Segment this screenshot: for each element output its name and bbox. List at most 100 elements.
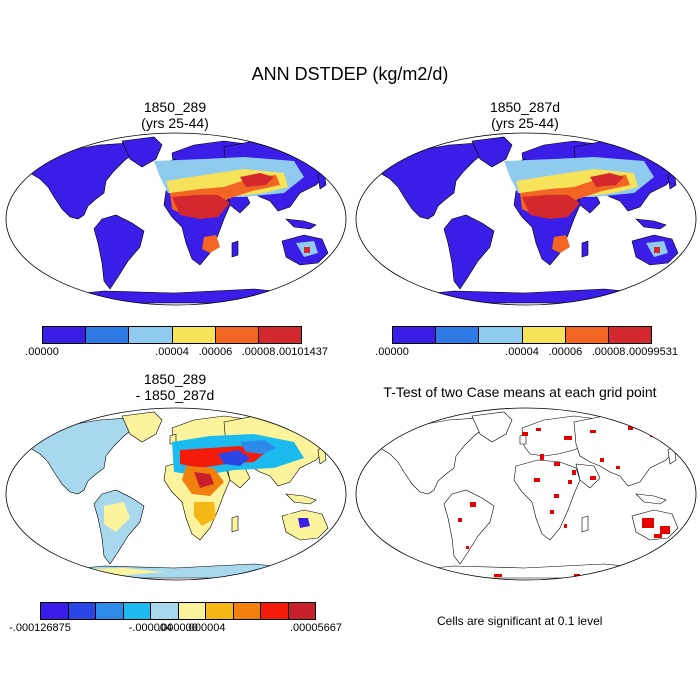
colorbar-swatch [129, 327, 173, 343]
land-greenland [471, 411, 513, 443]
colorbar-swatch [258, 327, 302, 343]
significance-note: Cells are significant at 0.1 level [437, 614, 603, 628]
colorbar-panel3-labels: -.000126875 -.000004.000000.000004 .000056… [9, 622, 342, 636]
colorbar-swatch [178, 603, 206, 619]
colorbar-swatch [393, 327, 437, 343]
significant-cell [534, 478, 540, 482]
panel1-title-line1: 1850_289 [143, 99, 207, 115]
colorbar-swatch [41, 603, 69, 619]
colorbar-panel2 [392, 326, 652, 344]
map-panel-1850-287d [355, 132, 697, 306]
land-samerica [443, 214, 495, 290]
panel3-title-line1: 1850_289 [143, 371, 207, 387]
colorbar-tick-label: .00006 [548, 346, 583, 358]
significant-cell [628, 426, 633, 430]
field-patch [298, 518, 310, 528]
field-patch [194, 472, 214, 488]
colorbar-swatch [436, 327, 480, 343]
significant-cell [568, 480, 572, 484]
significant-cell [466, 546, 469, 549]
panel1-title-line2: (yrs 25-44) [141, 115, 209, 131]
map-outline [355, 132, 697, 306]
colorbar-tick-label: .00101437 [276, 346, 328, 358]
panel3-title-line2: - 1850_287d [135, 387, 215, 403]
field-red-australia [304, 247, 310, 253]
field-red-asia [240, 173, 274, 187]
colorbar-tick-label: .00008 [591, 346, 626, 358]
colorbar-swatch [206, 603, 234, 619]
colorbar-swatch [565, 327, 609, 343]
significant-cell [680, 436, 684, 440]
field-orange-south-africa [202, 235, 220, 253]
colorbar-swatch [86, 327, 130, 343]
land-indonesia [285, 218, 317, 230]
colorbar-swatch [522, 327, 566, 343]
map-outline [355, 407, 697, 581]
colorbar-tick-label: .00008 [241, 346, 276, 358]
field-red-australia [654, 247, 660, 253]
significant-cell [522, 432, 528, 436]
colorbar-tick-label: .00000 [25, 346, 59, 358]
significant-cell [654, 534, 662, 538]
colorbar-panel2-labels: .00000 .00004 .00006 .00008.00099531 [375, 346, 678, 360]
significant-cell [600, 458, 604, 462]
colorbar-swatch [261, 603, 289, 619]
significant-cell [616, 466, 620, 469]
map-outline [5, 132, 347, 306]
colorbar-panel3 [40, 602, 316, 620]
significant-cell [574, 574, 580, 577]
colorbar-swatch [608, 327, 652, 343]
colorbar-tick-label: -.000004 [128, 622, 173, 634]
land-nz [685, 262, 695, 278]
colorbar-swatch [96, 603, 124, 619]
land-samerica [93, 214, 145, 290]
significant-cell [540, 454, 544, 460]
land-greenland [471, 136, 513, 168]
land-madagascar [231, 240, 239, 258]
significant-cell [564, 436, 572, 440]
colorbar-swatch [123, 603, 151, 619]
map-outline [5, 407, 347, 581]
land-indonesia [635, 493, 667, 505]
land-indonesia [635, 218, 667, 230]
panel2-title-line2: (yrs 25-44) [491, 115, 559, 131]
colorbar-swatch [215, 327, 259, 343]
significant-cell [564, 524, 567, 528]
colorbar-panel1-labels: .00000 .00004 .00006 .00008.00101437 [25, 346, 328, 360]
significant-cell [640, 576, 650, 579]
land-madagascar [581, 240, 589, 258]
significant-cell [572, 470, 576, 475]
page-title: ANN DSTDEP (kg/m2/d) [251, 64, 449, 84]
land-nz [685, 537, 695, 553]
colorbar-swatch [479, 327, 523, 343]
field-orange-south-africa [552, 235, 570, 253]
panel2-title-line1: 1850_287d [489, 99, 561, 115]
colorbar-swatch [288, 603, 315, 619]
colorbar-tick-label: .000004 [185, 622, 226, 634]
significant-cell [550, 510, 554, 514]
colorbar-tick-label: .00004 [505, 346, 539, 358]
colorbar-panel1 [42, 326, 302, 344]
colorbar-tick-label: -.000126875 [9, 622, 71, 634]
map-panel-1850-289 [5, 132, 347, 306]
land-madagascar [581, 515, 589, 533]
significant-cell [554, 462, 560, 466]
colorbar-swatch [43, 327, 87, 343]
map-panel-ttest [355, 407, 697, 581]
panel4-title-line1: T-Test of two Case means at each grid po… [383, 384, 657, 400]
field-patch [194, 502, 216, 526]
colorbar-tick-label: .000000 [158, 622, 198, 634]
colorbar-swatch [151, 603, 179, 619]
field-patch [44, 440, 94, 468]
panel2-title: 1850_287d (yrs 25-44) [425, 99, 625, 131]
significant-cell [470, 502, 476, 507]
significant-cell [458, 518, 462, 522]
colorbar-tick-label: .00000 [375, 346, 409, 358]
significant-cell [494, 574, 502, 577]
colorbar-tick-label: .00099531 [626, 346, 678, 358]
significant-cell [590, 476, 596, 480]
field-red [172, 195, 230, 219]
colorbar-tick-label: .00005667 [290, 622, 342, 634]
significant-cell [554, 494, 559, 498]
colorbar-tick-label: .00006 [198, 346, 233, 358]
